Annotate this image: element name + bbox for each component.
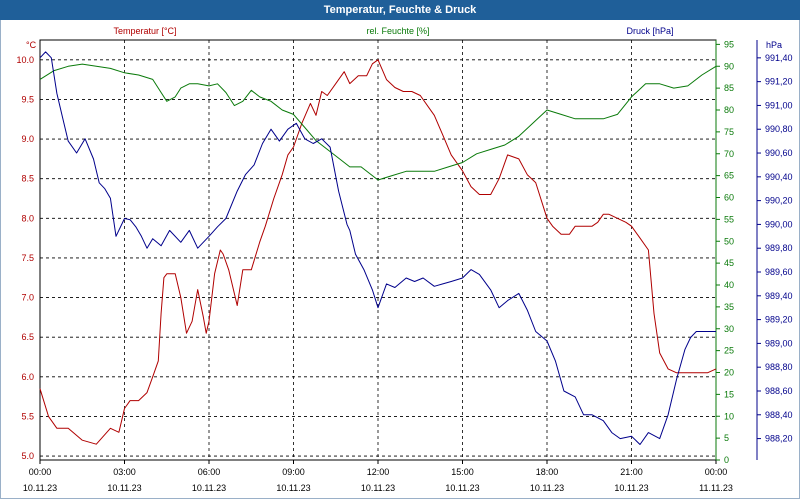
x-tick-label-time: 15:00 xyxy=(451,467,474,477)
pressure-tick-label: 988,20 xyxy=(765,434,793,444)
pressure-tick-label: 991,20 xyxy=(765,77,793,87)
humidity-tick-label: 90 xyxy=(724,61,734,71)
x-tick-label-time: 03:00 xyxy=(113,467,136,477)
humidity-tick-label: 85 xyxy=(724,83,734,93)
pressure-tick-label: 989,20 xyxy=(765,315,793,325)
humidity-tick-label: 70 xyxy=(724,149,734,159)
humidity-tick-label: 75 xyxy=(724,127,734,137)
x-tick-label-time: 06:00 xyxy=(198,467,221,477)
humidity-tick-label: 0 xyxy=(724,455,729,465)
humidity-tick-label: 10 xyxy=(724,411,734,421)
humidity-tick-label: 50 xyxy=(724,236,734,246)
humidity-tick-label: 65 xyxy=(724,171,734,181)
temperature-tick-label: 8.5 xyxy=(21,174,34,184)
humidity-tick-label: 55 xyxy=(724,214,734,224)
pressure-tick-label: 988,80 xyxy=(765,362,793,372)
series-line-humidity xyxy=(39,63,717,181)
humidity-tick-label: 95 xyxy=(724,39,734,49)
pressure-tick-label: 989,00 xyxy=(765,338,793,348)
pressure-tick-label: 989,80 xyxy=(765,243,793,253)
temperature-tick-label: 8.0 xyxy=(21,213,34,223)
x-tick-label-time: 12:00 xyxy=(367,467,390,477)
temperature-tick-label: 10.0 xyxy=(16,55,34,65)
pressure-tick-label: 990,80 xyxy=(765,124,793,134)
humidity-tick-label: 20 xyxy=(724,368,734,378)
humidity-axis-label: rel. Feuchte [%] xyxy=(366,26,429,36)
pressure-axis-label: Druck [hPa] xyxy=(626,26,673,36)
pressure-unit: hPa xyxy=(766,40,782,50)
x-tick-label-time: 00:00 xyxy=(29,467,52,477)
x-tick-label-date: 10.11.23 xyxy=(445,483,479,493)
window-title: Temperatur, Feuchte & Druck xyxy=(0,0,800,20)
x-tick-label-date: 10.11.23 xyxy=(23,483,57,493)
pressure-tick-label: 990,00 xyxy=(765,219,793,229)
series-line-temperature xyxy=(39,59,717,445)
humidity-tick-label: 5 xyxy=(724,433,729,443)
x-tick-label-time: 00:00 xyxy=(705,467,728,477)
humidity-tick-label: 60 xyxy=(724,193,734,203)
x-tick-label-date: 11.11.23 xyxy=(699,483,733,493)
humidity-tick-label: 25 xyxy=(724,346,734,356)
temperature-tick-label: 9.0 xyxy=(21,134,34,144)
x-tick-label-time: 09:00 xyxy=(282,467,305,477)
temperature-tick-label: 7.5 xyxy=(21,253,34,263)
pressure-tick-label: 991,40 xyxy=(765,53,793,63)
temperature-tick-label: 6.0 xyxy=(21,372,34,382)
x-tick-label-date: 10.11.23 xyxy=(192,483,226,493)
x-tick-label-date: 10.11.23 xyxy=(276,483,310,493)
temperature-tick-label: 9.5 xyxy=(21,94,34,104)
x-tick-label-time: 21:00 xyxy=(620,467,643,477)
x-tick-label-date: 10.11.23 xyxy=(107,483,141,493)
pressure-tick-label: 990,20 xyxy=(765,196,793,206)
temperature-unit: °C xyxy=(26,40,37,50)
pressure-tick-label: 989,60 xyxy=(765,267,793,277)
pressure-tick-label: 991,00 xyxy=(765,100,793,110)
pressure-tick-label: 989,40 xyxy=(765,291,793,301)
x-tick-label-date: 10.11.23 xyxy=(614,483,648,493)
pressure-tick-label: 988,40 xyxy=(765,410,793,420)
temperature-tick-label: 5.5 xyxy=(21,411,34,421)
humidity-tick-label: 15 xyxy=(724,389,734,399)
humidity-tick-label: 30 xyxy=(724,324,734,334)
temperature-axis-label: Temperatur [°C] xyxy=(113,26,176,36)
temperature-tick-label: 6.5 xyxy=(21,332,34,342)
pressure-tick-label: 988,60 xyxy=(765,386,793,396)
humidity-tick-label: 40 xyxy=(724,280,734,290)
temperature-tick-label: 5.0 xyxy=(21,451,34,461)
x-tick-label-date: 10.11.23 xyxy=(361,483,395,493)
x-tick-label-time: 18:00 xyxy=(536,467,559,477)
temperature-tick-label: 7.0 xyxy=(21,293,34,303)
pressure-tick-label: 990,60 xyxy=(765,148,793,158)
humidity-tick-label: 80 xyxy=(724,105,734,115)
humidity-tick-label: 45 xyxy=(724,258,734,268)
humidity-tick-label: 35 xyxy=(724,302,734,312)
series-line-pressure xyxy=(39,51,716,445)
pressure-tick-label: 990,40 xyxy=(765,172,793,182)
x-tick-label-date: 10.11.23 xyxy=(530,483,564,493)
